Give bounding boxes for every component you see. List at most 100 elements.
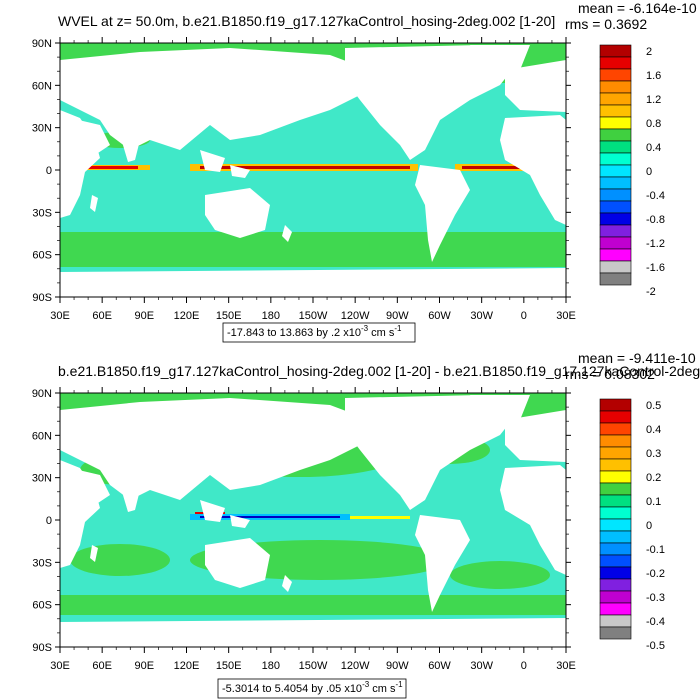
lat-label: 90N: [32, 388, 52, 400]
lat-label: 0: [46, 165, 52, 177]
colorbar-label: 0.1: [646, 496, 661, 508]
colorbar-swatch: [599, 56, 632, 70]
lat-label: 60S: [32, 600, 52, 612]
panel-2-range-text: -5.3014 to 5.4054 by .05 x10-3 cm s-1: [222, 680, 403, 695]
lon-label: 120E: [174, 660, 200, 672]
colorbar-swatch: [599, 248, 632, 262]
colorbar-swatch: [599, 260, 632, 274]
colorbar-swatch: [599, 152, 632, 166]
panel-2-colorbar: 0.5 0.4 0.3 0.2 0.1 0 -0.1 -0.2 -0.3 -0.4 -0.5: [599, 398, 665, 652]
colorbar-swatch: [599, 68, 632, 82]
colorbar-swatch: [599, 482, 632, 496]
lon-label: 60W: [428, 660, 451, 672]
colorbar-swatch: [599, 626, 632, 640]
colorbar-swatch: [599, 494, 632, 508]
panel-2-title: b.e21.B1850.f19_g17.127kaControl_hosing-…: [58, 363, 700, 379]
colorbar-label: 1.6: [646, 70, 661, 82]
colorbar-swatch: [599, 272, 632, 286]
panel-1-title: WVEL at z= 50.0m, b.e21.B1850.f19_g17.12…: [58, 13, 555, 29]
panel-1-axes: 90N 60N 30N 0 30S 60S 90S 30E 60E 90E 120E 150E 180 1…: [32, 37, 576, 322]
colorbar-swatch: [599, 212, 632, 226]
panel-1-equator-core: [78, 166, 138, 169]
colorbar-swatch: [599, 140, 632, 154]
panel-1: WVEL at z= 50.0m, b.e21.B1850.f19_g17.12…: [32, 0, 697, 343]
lon-label: 180: [262, 310, 280, 322]
colorbar-swatch: [599, 200, 632, 214]
lon-label: 0: [521, 660, 527, 672]
colorbar-swatch: [599, 188, 632, 202]
panel-1-range-text: -17.843 to 13.863 by .2 x10-3 cm s-1: [227, 324, 402, 339]
colorbar-label: 1.2: [646, 94, 661, 106]
panel-2-patch: [70, 544, 170, 576]
panel-1-equator-core: [462, 166, 552, 169]
colorbar-label: -0.4: [646, 616, 665, 628]
lat-label: 60N: [32, 80, 52, 92]
lon-label: 60E: [92, 660, 112, 672]
lat-label: 60S: [32, 250, 52, 262]
lon-label: 120E: [174, 310, 200, 322]
panel-2-south-band: [60, 595, 566, 615]
panel-2-equator-core: [200, 516, 340, 518]
lon-label: 90W: [386, 310, 409, 322]
panel-1-map: [60, 43, 566, 297]
colorbar-swatch: [599, 518, 632, 532]
colorbar-label: -0.2: [646, 568, 665, 580]
lon-label: 30E: [50, 310, 70, 322]
colorbar-swatch: [599, 602, 632, 616]
lat-label: 0: [46, 515, 52, 527]
lat-label: 30S: [32, 557, 52, 569]
panel-1-south-band: [60, 232, 566, 267]
colorbar-swatch: [599, 506, 632, 520]
colorbar-swatch: [599, 422, 632, 436]
panel-1-equator-core: [200, 166, 410, 169]
colorbar-swatch: [599, 542, 632, 556]
colorbar-label: -2: [646, 286, 656, 298]
panel-2-mean: mean = -9.411e-10: [578, 350, 696, 366]
colorbar-swatch: [599, 44, 632, 58]
colorbar-label: 2: [646, 46, 652, 58]
panel-1-rms: rms = 0.3692: [565, 16, 647, 32]
lon-label: 90W: [386, 660, 409, 672]
lat-label: 90S: [32, 642, 52, 654]
colorbar-swatch: [599, 128, 632, 142]
colorbar-swatch: [599, 590, 632, 604]
panel-2-axes: 90N 60N 30N 0 30S 60S 90S 30E 60E 90E 120E 150E 180 1…: [32, 387, 576, 672]
colorbar-swatch: [599, 104, 632, 118]
lon-label: 120W: [341, 310, 370, 322]
colorbar-swatch: [599, 614, 632, 628]
panel-2-map: [60, 393, 566, 647]
colorbar-swatch: [599, 554, 632, 568]
colorbar-label: -0.3: [646, 592, 665, 604]
colorbar-swatch: [599, 164, 632, 178]
colorbar-swatch: [599, 458, 632, 472]
colorbar-swatch: [599, 566, 632, 580]
colorbar-label: -1.6: [646, 262, 665, 274]
lon-label: 0: [521, 310, 527, 322]
colorbar-swatch: [599, 398, 632, 412]
colorbar-swatch: [599, 236, 632, 250]
colorbar-swatch: [599, 446, 632, 460]
colorbar-swatch: [599, 80, 632, 94]
colorbar-swatch: [599, 410, 632, 424]
colorbar-swatch: [599, 578, 632, 592]
colorbar-label: 0: [646, 166, 652, 178]
colorbar-swatch: [599, 530, 632, 544]
lat-label: 90S: [32, 292, 52, 304]
panel-1-range-box: [222, 322, 416, 343]
lon-label: 150W: [299, 310, 328, 322]
colorbar-swatch: [599, 176, 632, 190]
lat-label: 90N: [32, 38, 52, 50]
colorbar-swatch: [599, 470, 632, 484]
colorbar-label: 0.5: [646, 400, 661, 412]
colorbar-label: 0.8: [646, 118, 661, 130]
lon-label: 150W: [299, 660, 328, 672]
panel-2-range-box: [217, 678, 407, 699]
lat-label: 30S: [32, 207, 52, 219]
panel-2: b.e21.B1850.f19_g17.127kaControl_hosing-…: [32, 350, 700, 699]
colorbar-label: 0.2: [646, 472, 661, 484]
lat-label: 30N: [32, 123, 52, 135]
lon-label: 180: [262, 660, 280, 672]
lon-label: 30E: [50, 660, 70, 672]
colorbar-swatch: [599, 116, 632, 130]
